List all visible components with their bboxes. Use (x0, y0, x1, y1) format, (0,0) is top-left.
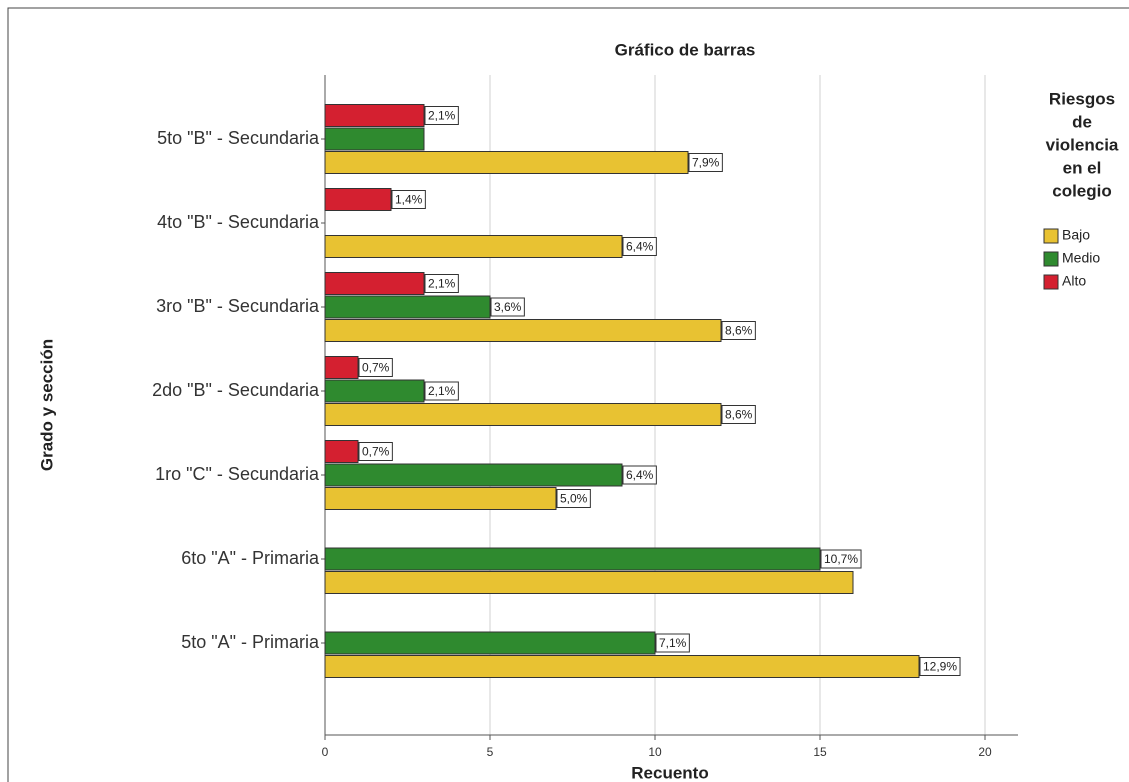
frame (7, 7, 1129, 782)
value-label-box (556, 489, 591, 508)
x-tick-label: 10 (648, 745, 662, 759)
legend-title: Riesgos (1049, 89, 1115, 108)
value-label: 2,1% (428, 384, 456, 398)
value-label-box (820, 549, 862, 569)
legend-label: Bajo (1062, 227, 1090, 243)
value-label: 0,7% (362, 445, 390, 459)
value-label-box (490, 297, 525, 317)
y-tick-label: 3ro "B" - Secundaria (156, 296, 320, 316)
bar (324, 655, 920, 678)
y-tick-label: 6to "A" - Primaria (181, 548, 320, 568)
x-axis-label: Recuento (631, 763, 708, 782)
chart-title: Gráfico de barras (615, 40, 756, 59)
legend-swatch (1043, 228, 1059, 244)
value-label: 2,1% (428, 109, 456, 123)
value-label: 2,1% (428, 277, 456, 291)
x-tick-label: 0 (322, 745, 329, 759)
y-tick-label: 1ro "C" - Secundaria (155, 464, 320, 484)
legend-title: colegio (1052, 181, 1112, 200)
value-label-box (424, 381, 459, 401)
value-label-box (622, 465, 657, 485)
x-tick-label: 5 (487, 745, 494, 759)
bar (324, 188, 392, 211)
bar (324, 127, 425, 151)
value-label-box (622, 237, 657, 256)
value-label-box (358, 358, 393, 377)
legend-label: Alto (1062, 273, 1086, 289)
value-label: 7,1% (659, 636, 687, 650)
bar (324, 295, 491, 319)
bar (324, 104, 425, 127)
bar (324, 547, 821, 571)
value-label-box (424, 106, 459, 125)
y-tick-label: 4to "B" - Secundaria (157, 212, 320, 232)
value-label: 1,4% (395, 193, 423, 207)
value-label: 6,4% (626, 240, 654, 254)
bar (324, 151, 689, 174)
legend-label: Medio (1062, 250, 1100, 266)
value-label-box (688, 153, 723, 172)
value-label-box (358, 442, 393, 461)
value-label: 8,6% (725, 408, 753, 422)
value-label: 0,7% (362, 361, 390, 375)
value-label: 10,7% (824, 552, 858, 566)
value-label: 3,6% (494, 300, 522, 314)
value-label-box (721, 405, 756, 424)
bar (324, 440, 359, 463)
x-tick-label: 20 (978, 745, 992, 759)
y-tick-label: 2do "B" - Secundaria (152, 380, 320, 400)
bar (324, 631, 656, 655)
y-tick-label: 5to "B" - Secundaria (157, 128, 320, 148)
x-tick-label: 15 (813, 745, 827, 759)
value-label: 8,6% (725, 324, 753, 338)
bar (324, 571, 854, 594)
y-axis-label: Grado y sección (37, 339, 56, 471)
bar (324, 235, 623, 258)
value-label: 6,4% (626, 468, 654, 482)
y-tick-label: 5to "A" - Primaria (181, 632, 320, 652)
bar (324, 272, 425, 295)
bar (324, 379, 425, 403)
value-label: 5,0% (560, 492, 588, 506)
value-label-box (721, 321, 756, 340)
bar (324, 463, 623, 487)
legend-title: en el (1063, 158, 1102, 177)
bar (324, 319, 722, 342)
value-label: 12,9% (923, 660, 957, 674)
value-label-box (655, 633, 690, 653)
bar (324, 403, 722, 426)
legend-title: de (1072, 112, 1092, 131)
value-label-box (391, 190, 426, 209)
bar (324, 356, 359, 379)
bar (324, 487, 557, 510)
legend-swatch (1043, 251, 1059, 267)
value-label-box (919, 657, 961, 676)
value-label-box (424, 274, 459, 293)
legend-title: violencia (1046, 135, 1119, 154)
legend-swatch (1043, 274, 1059, 290)
value-label: 7,9% (692, 156, 720, 170)
